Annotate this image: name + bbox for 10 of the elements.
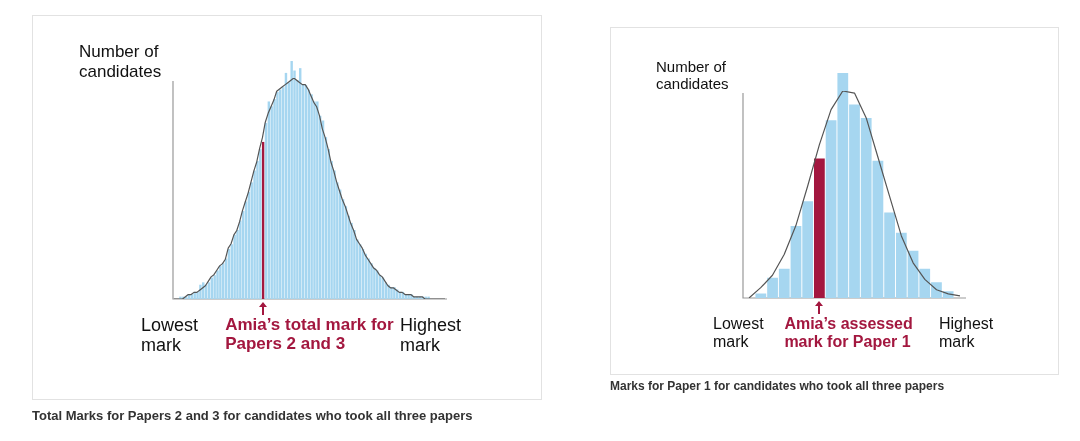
text: Total Marks for Papers 2 and 3 for candidates who took all three papers bbox=[32, 408, 473, 423]
text: Amia’s total mark for Papers 2 and 3 bbox=[225, 315, 395, 354]
text: Highest mark bbox=[400, 315, 463, 356]
y-axis-title: Number of candidates bbox=[79, 42, 163, 82]
y-axis-title: Number of candidates bbox=[656, 58, 730, 93]
text: Lowest mark bbox=[141, 315, 200, 356]
text: Marks for Paper 1 for candidates who took all three papers bbox=[610, 379, 945, 393]
text: Amia’s assessed mark for Paper 1 bbox=[784, 315, 914, 351]
text: Highest mark bbox=[939, 315, 995, 351]
text: Lowest mark bbox=[713, 315, 765, 351]
